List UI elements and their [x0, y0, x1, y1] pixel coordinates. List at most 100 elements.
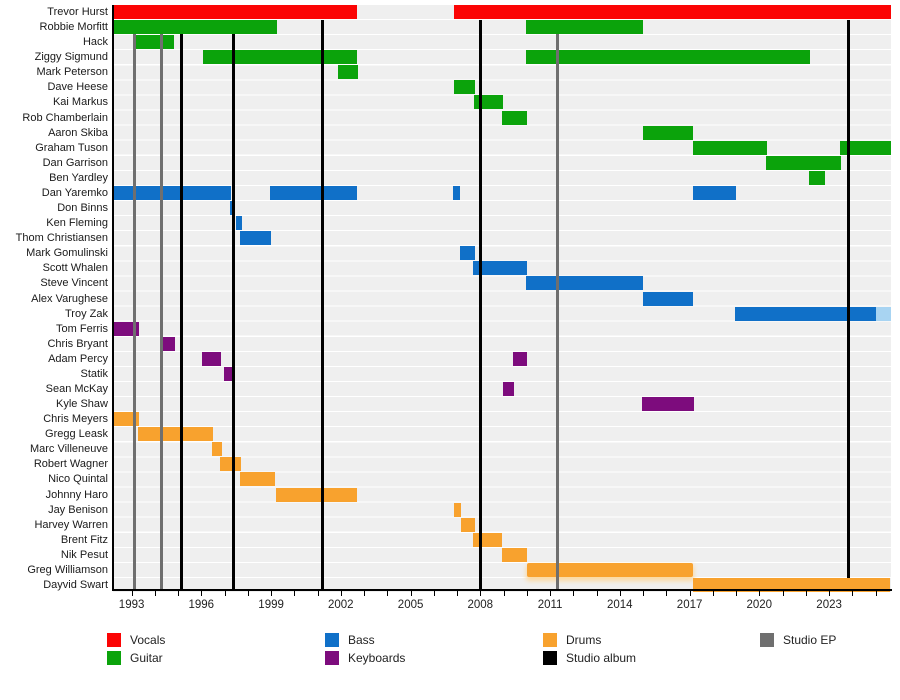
timeline-bar-drums	[275, 488, 357, 502]
legend-label-vocals: Vocals	[130, 633, 166, 647]
member-name-label: Jay Benison	[48, 504, 108, 516]
timeline-bar-vocals	[113, 5, 357, 19]
legend-label-drums: Drums	[566, 633, 602, 647]
timeline-bar-drums	[526, 563, 693, 577]
timeline-bar-drums	[501, 548, 528, 562]
timeline-bar-drums	[219, 457, 241, 471]
timeline-bar-bass	[459, 246, 475, 260]
x-axis-line	[112, 589, 892, 591]
member-name-label: Ziggy Sigmund	[34, 51, 108, 63]
axis-year-label: 2023	[816, 599, 842, 611]
timeline-bar-drums	[212, 442, 223, 456]
timeline-bar-drums	[239, 472, 276, 486]
legend-label-keyboards: Keyboards	[348, 651, 406, 665]
axis-year-label: 2017	[676, 599, 703, 611]
axis-tick	[410, 591, 412, 596]
legend-swatch-guitar	[107, 651, 121, 665]
timeline-bar-guitar	[693, 141, 767, 155]
axis-tick	[875, 591, 877, 596]
member-name-label: Robbie Morfitt	[39, 21, 108, 33]
timeline-bar-guitar	[337, 65, 358, 79]
timeline-bar-drums	[454, 503, 461, 517]
member-name-label: Brent Fitz	[60, 534, 108, 546]
member-name-label: Johnny Haro	[45, 489, 108, 501]
legend-label-guitar: Guitar	[130, 651, 163, 665]
axis-year-label: 2014	[607, 599, 633, 611]
axis-year-label: 1996	[188, 599, 215, 611]
timeline-bar-guitar	[808, 171, 825, 185]
axis-tick	[852, 591, 854, 596]
axis-tick	[782, 591, 784, 596]
timeline-bar-fade	[875, 307, 891, 321]
legend-swatch-vocals	[107, 633, 121, 647]
member-name-label: Ben Yardley	[49, 172, 108, 184]
axis-tick	[712, 591, 714, 596]
axis-tick	[271, 591, 273, 596]
axis-tick	[131, 591, 133, 596]
timeline-bar-guitar	[642, 126, 694, 140]
timeline-bar-guitar	[202, 50, 357, 64]
member-name-label: Harvey Warren	[34, 519, 108, 531]
member-name-label: Gregg Leask	[45, 428, 108, 440]
axis-tick	[503, 591, 505, 596]
member-name-label: Adam Percy	[48, 353, 108, 365]
member-name-label: Kyle Shaw	[56, 398, 108, 410]
member-name-label: Troy Zak	[65, 308, 108, 320]
studio-album-line	[231, 20, 235, 590]
studio-album-line	[846, 20, 850, 578]
timeline-bar-keyboards	[502, 382, 514, 396]
member-name-label: Marc Villeneuve	[29, 443, 108, 455]
axis-tick	[829, 591, 831, 596]
timeline-bar-guitar	[766, 156, 841, 170]
member-name-label: Scott Whalen	[42, 262, 108, 274]
timeline-bar-guitar	[525, 20, 643, 34]
axis-tick	[201, 591, 203, 596]
legend-swatch-drums	[543, 633, 557, 647]
axis-tick	[736, 591, 738, 596]
axis-year-label: 1999	[258, 599, 284, 611]
studio-album-line	[320, 20, 324, 590]
timeline-bar-bass	[642, 292, 694, 306]
timeline-bar-bass	[473, 261, 527, 275]
member-name-label: Robert Wagner	[33, 458, 108, 470]
timeline-bar-keyboards	[642, 397, 694, 411]
axis-tick	[294, 591, 296, 596]
axis-tick	[759, 591, 761, 596]
member-name-label: Kai Markus	[52, 96, 108, 108]
timeline-bar-guitar	[502, 111, 527, 125]
member-name-label: Nik Pesut	[60, 549, 108, 561]
member-name-label: Greg Williamson	[27, 564, 108, 576]
timeline-bar-bass	[525, 276, 643, 290]
member-name-label: Mark Gomulinski	[26, 247, 108, 259]
timeline-bar-drums	[693, 578, 890, 592]
axis-year-label: 2008	[467, 599, 494, 611]
axis-tick	[689, 591, 691, 596]
timeline-bar-bass	[236, 216, 242, 230]
axis-tick	[247, 591, 249, 596]
axis-tick	[433, 591, 435, 596]
axis-year-label: 2002	[328, 599, 354, 611]
axis-tick	[596, 591, 598, 596]
member-name-label: Steve Vincent	[40, 277, 108, 289]
studio-album-line	[479, 20, 483, 590]
studio-ep-line	[133, 20, 137, 590]
axis-year-label: 2005	[397, 599, 424, 611]
axis-tick	[643, 591, 645, 596]
timeline-bar-keyboards	[513, 352, 527, 366]
member-name-label: Thom Christiansen	[15, 232, 108, 244]
axis-tick	[619, 591, 621, 596]
legend-swatch-keyboards	[325, 651, 339, 665]
timeline-bar-bass	[269, 186, 357, 200]
legend-swatch-bass	[325, 633, 339, 647]
legend-label-ep: Studio EP	[783, 633, 837, 647]
axis-tick	[224, 591, 226, 596]
member-name-label: Sean McKay	[45, 383, 108, 395]
axis-tick	[364, 591, 366, 596]
timeline-bar-bass	[113, 186, 231, 200]
member-name-label: Dayvid Swart	[43, 579, 108, 591]
studio-ep-line	[160, 20, 164, 590]
axis-tick	[154, 591, 156, 596]
axis-tick	[178, 591, 180, 596]
y-axis-line	[112, 5, 114, 591]
